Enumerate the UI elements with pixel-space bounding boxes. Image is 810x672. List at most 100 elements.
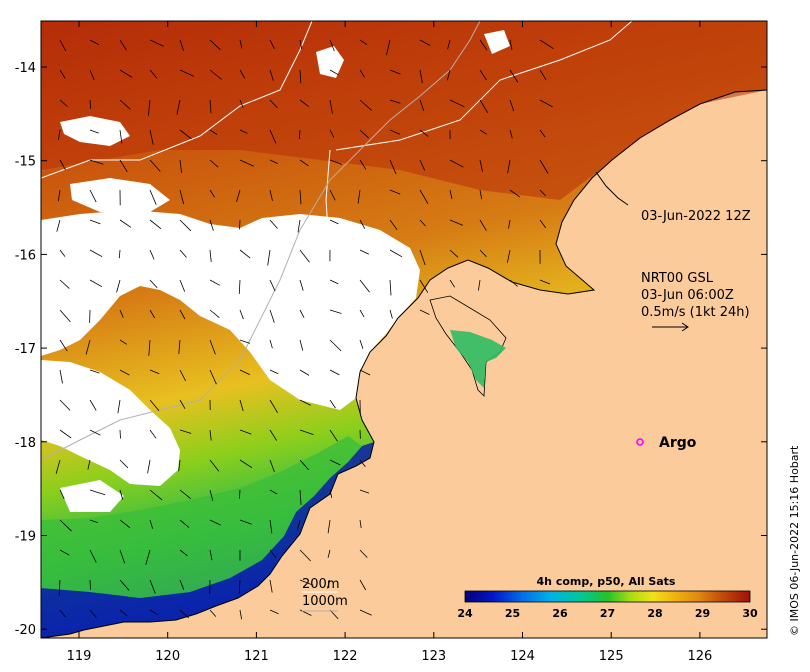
current-source-label: NRT00 GSL	[641, 271, 714, 286]
current-vector	[148, 99, 151, 116]
current-vector	[269, 429, 277, 441]
current-vector	[89, 219, 101, 225]
current-vector	[179, 39, 184, 51]
current-vector	[59, 249, 66, 257]
current-vector	[209, 519, 221, 526]
current-vector	[119, 219, 132, 228]
current-vector	[359, 249, 369, 255]
current-vector	[119, 429, 121, 439]
current-vector	[209, 99, 212, 114]
current-vector	[359, 519, 362, 529]
current-vector	[149, 69, 158, 79]
current-vector	[329, 369, 340, 376]
current-vector	[479, 69, 487, 81]
current-vector	[119, 69, 133, 78]
current-vector	[269, 189, 273, 201]
current-vector	[386, 39, 391, 56]
current-vector	[119, 549, 126, 564]
current-vector	[269, 279, 276, 292]
current-vector	[238, 279, 241, 294]
y-tick-label: -18	[15, 436, 36, 451]
current-vector	[239, 219, 241, 230]
current-vector	[269, 399, 278, 414]
current-vector	[209, 549, 213, 561]
current-vector	[239, 309, 244, 320]
current-vector	[359, 219, 366, 229]
current-vector	[176, 99, 181, 115]
current-vector	[179, 159, 182, 174]
current-vector	[118, 249, 121, 259]
current-vector	[389, 159, 397, 175]
current-vector	[239, 369, 250, 375]
current-vector	[209, 39, 221, 51]
current-vector	[269, 579, 273, 593]
current-vector	[269, 159, 278, 164]
plot-frame	[40, 20, 768, 639]
current-vector	[119, 339, 128, 345]
current-vector	[89, 489, 106, 496]
current-vector	[479, 99, 489, 114]
current-vector	[329, 219, 339, 225]
current-vector	[89, 159, 104, 165]
current-vector	[149, 129, 154, 145]
x-tick-label: 120	[155, 649, 180, 664]
copyright-notice: © IMOS 06-Jun-2022 15:16 Hobart	[788, 445, 801, 636]
current-vector	[299, 279, 304, 291]
current-vector	[539, 219, 547, 229]
current-vector	[59, 399, 71, 411]
argo-float-marker	[636, 438, 644, 446]
current-vector	[149, 519, 153, 529]
current-vector	[329, 39, 335, 52]
current-vector	[419, 69, 423, 84]
argo-label: Argo	[659, 435, 697, 451]
current-vector	[359, 579, 367, 591]
current-vector	[389, 219, 398, 231]
current-vector	[449, 279, 456, 288]
y-tick-label: -16	[15, 248, 36, 263]
current-vector	[269, 489, 278, 495]
map-plot-area	[41, 21, 767, 638]
current-vector	[149, 219, 162, 230]
current-vector	[539, 189, 546, 197]
current-vector	[509, 279, 518, 287]
current-vector	[239, 429, 252, 435]
current-vector	[509, 129, 513, 139]
current-vector	[89, 39, 99, 45]
current-vector	[299, 459, 309, 471]
current-vector	[149, 609, 159, 616]
current-vector	[298, 129, 301, 140]
current-vector	[359, 549, 368, 558]
current-vector	[269, 219, 278, 229]
current-vector	[85, 339, 91, 355]
current-vector	[239, 459, 253, 469]
current-vector	[299, 609, 312, 616]
current-vector	[58, 129, 61, 141]
current-vector	[59, 39, 67, 52]
current-vector	[299, 69, 302, 84]
current-vector	[149, 369, 160, 375]
current-scale-label: 0.5m/s (1kt 24h)	[641, 305, 750, 320]
current-vector	[179, 129, 192, 140]
current-vector	[329, 399, 336, 409]
current-vector	[359, 489, 370, 494]
current-vector	[449, 249, 459, 258]
current-vector	[59, 339, 68, 352]
current-vector	[419, 279, 429, 293]
colorbar-tick-label: 27	[600, 607, 615, 620]
current-vector	[446, 69, 451, 81]
current-vector	[57, 189, 61, 202]
current-vector	[209, 219, 214, 231]
current-vector	[327, 519, 331, 534]
current-vector	[119, 159, 128, 173]
current-vector	[299, 99, 310, 108]
current-vector	[209, 129, 218, 135]
current-vector	[329, 489, 333, 498]
current-vector	[58, 579, 61, 596]
current-vector	[509, 39, 513, 51]
depth-legend-200m: 200m	[302, 577, 339, 592]
current-vector	[89, 249, 103, 258]
current-vector	[299, 159, 309, 167]
colorbar: 4h comp, p50, All Sats 24 25 26 27 28 29 30	[457, 575, 758, 620]
current-vector	[359, 309, 365, 318]
x-tick-label: 126	[687, 649, 712, 664]
